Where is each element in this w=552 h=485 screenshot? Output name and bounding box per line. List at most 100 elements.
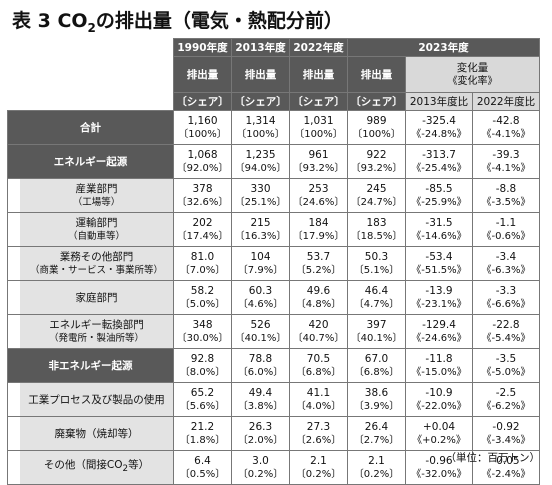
value-cell: 53.7 〔5.2%〕: [289, 246, 348, 281]
text-part: 合計: [80, 121, 101, 134]
page: 表 3 CO2の排出量（電気・熱配分前） 1990年度 2013年度 2022年度 2…: [7, 6, 540, 485]
share: 〔5.0%〕: [179, 298, 226, 310]
share: 《-24.8%》: [411, 128, 467, 140]
share: 〔18.5%〕: [350, 230, 403, 242]
value-cell: 60.3 〔4.6%〕: [231, 280, 290, 315]
value: -3.3: [495, 284, 517, 297]
text-part: 廃棄物（焼却等）: [54, 427, 139, 440]
share: 《+0.2%》: [412, 434, 466, 446]
value: 245: [366, 182, 387, 195]
share: 《-24.6%》: [411, 332, 467, 344]
label-note: （工場等）: [72, 196, 121, 208]
value-cell: 49.4 〔3.8%〕: [231, 382, 290, 417]
value: -85.5: [425, 182, 453, 195]
share: 〔0.2%〕: [237, 468, 284, 480]
value-cell: 183 〔18.5%〕: [347, 212, 406, 247]
value-cell: -0.92 《-3.4%》: [472, 416, 540, 451]
year-header: 1990年度: [173, 38, 232, 57]
value: 1,314: [245, 114, 276, 127]
label-line: 合計: [8, 121, 173, 135]
row-label: エネルギー起源: [7, 144, 174, 179]
value-cell: +0.04 《+0.2%》: [405, 416, 473, 451]
value-cell: 70.5 〔6.8%〕: [289, 348, 348, 383]
value-cell: 1,160 〔100%〕: [173, 110, 232, 145]
value: 21.2: [190, 420, 215, 433]
share: 《-25.4%》: [411, 162, 467, 174]
value: -13.9: [425, 284, 453, 297]
value: 378: [192, 182, 213, 195]
value: -1.1: [495, 216, 517, 229]
value: 202: [192, 216, 213, 229]
emission-header: 排出量: [347, 56, 406, 93]
rate-label: 《変化率》: [447, 75, 498, 87]
value: 92.8: [190, 352, 215, 365]
row-label: 非エネルギー起源: [7, 348, 174, 383]
share: 〔25.1%〕: [234, 196, 287, 208]
row: 合計 1,160 〔100%〕 1,314 〔100%〕 1,031 〔100%〕 989 〔1…: [7, 110, 540, 145]
share: 〔5.6%〕: [179, 400, 226, 412]
row-label: 業務その他部門 （商業・サービス・事業所等）: [7, 246, 174, 281]
share: 〔4.7%〕: [353, 298, 400, 310]
value: 53.7: [306, 250, 331, 263]
value: 58.2: [190, 284, 215, 297]
value: -0.92: [492, 420, 520, 433]
row-label: 廃棄物（焼却等）: [7, 416, 174, 451]
row: 廃棄物（焼却等） 21.2 〔1.8%〕 26.3 〔2.0%〕 27.3 〔2.6%〕 26…: [7, 416, 540, 451]
label-box: 業務その他部門 （商業・サービス・事業所等）: [20, 247, 173, 280]
row: 運輸部門 （自動車等） 202 〔17.4%〕 215 〔16.3%〕 184 〔17.9%〕…: [7, 212, 540, 247]
share: 《-22.0%》: [411, 400, 467, 412]
share: 〔32.6%〕: [176, 196, 229, 208]
share: 〔93.2%〕: [350, 162, 403, 174]
value: -53.4: [425, 250, 453, 263]
share: 《-23.1%》: [411, 298, 467, 310]
row: 家庭部門 58.2 〔5.0%〕 60.3 〔4.6%〕 49.6 〔4.8%〕 46.4 〔4…: [7, 280, 540, 315]
title: 表 3 CO2の排出量（電気・熱配分前）: [12, 6, 343, 35]
value: 1,068: [187, 148, 218, 161]
share: 《-0.6%》: [481, 230, 531, 242]
value-cell: -313.7 《-25.4%》: [405, 144, 473, 179]
compare-header: 2022年度比: [472, 92, 540, 111]
emission-header: 排出量: [289, 56, 348, 93]
value: 397: [366, 318, 387, 331]
value-cell: 397 〔40.1%〕: [347, 314, 406, 349]
value: -42.8: [492, 114, 520, 127]
row: 1990年度 2013年度 2022年度 2023年度: [7, 38, 540, 111]
value-cell: 989 〔100%〕: [347, 110, 406, 145]
value-cell: 1,314 〔100%〕: [231, 110, 290, 145]
value: 60.3: [248, 284, 273, 297]
share: 〔100%〕: [236, 128, 285, 140]
value: 49.4: [248, 386, 273, 399]
value: 2.1: [310, 454, 327, 467]
text-part: 工業プロセス及び製品の使用: [28, 393, 165, 406]
share: 〔17.9%〕: [292, 230, 345, 242]
value-cell: 184 〔17.9%〕: [289, 212, 348, 247]
label-box: エネルギー転換部門 （発電所・製油所等）: [20, 315, 173, 348]
share-header: 〔シェア〕: [289, 92, 348, 111]
value-cell: -10.9 《-22.0%》: [405, 382, 473, 417]
value: 1,160: [187, 114, 218, 127]
value-cell: 1,031 〔100%〕: [289, 110, 348, 145]
value-cell: 215 〔16.3%〕: [231, 212, 290, 247]
share: 《-6.3%》: [481, 264, 531, 276]
share: 〔3.9%〕: [353, 400, 400, 412]
text-part: エネルギー起源: [53, 155, 128, 168]
value: 526: [250, 318, 271, 331]
share: 〔0.5%〕: [179, 468, 226, 480]
value-cell: -42.8 《-4.1%》: [472, 110, 540, 145]
share: 〔4.6%〕: [237, 298, 284, 310]
value: -2.5: [495, 386, 517, 399]
value-cell: -53.4 《-51.5%》: [405, 246, 473, 281]
share: 《-15.0%》: [411, 366, 467, 378]
share: 《-3.4%》: [481, 434, 531, 446]
subscript: 2: [87, 20, 96, 35]
value: 50.3: [364, 250, 389, 263]
share: 〔100%〕: [352, 128, 401, 140]
share: 〔24.6%〕: [292, 196, 345, 208]
value-cell: -3.4 《-6.3%》: [472, 246, 540, 281]
label-line: 産業部門: [20, 182, 173, 196]
share: 〔4.0%〕: [295, 400, 342, 412]
share: 《-4.1%》: [481, 162, 531, 174]
value: -3.5: [495, 352, 517, 365]
value-cell: 348 〔30.0%〕: [173, 314, 232, 349]
value-cell: 49.6 〔4.8%〕: [289, 280, 348, 315]
